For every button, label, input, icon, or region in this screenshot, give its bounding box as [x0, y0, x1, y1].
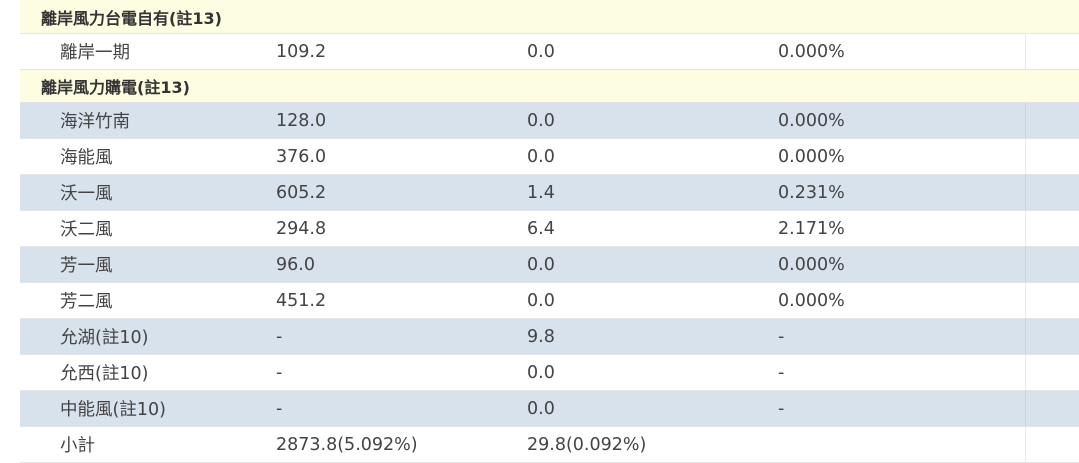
ratio-value: 0.231%	[778, 182, 845, 203]
table-row: 允西(註10) - 0.0 -	[20, 355, 1079, 391]
capacity-value: -	[276, 326, 283, 347]
note-cell	[1025, 175, 1079, 210]
ratio-value: 0.000%	[778, 110, 845, 131]
unit-name: 沃一風	[60, 184, 113, 204]
generation-value: 0.0	[527, 146, 555, 167]
capacity-value: 451.2	[276, 290, 327, 311]
ratio-value: 0.000%	[778, 146, 845, 167]
unit-name: 小計	[60, 436, 95, 456]
unit-name: 海能風	[60, 148, 113, 168]
note-cell	[1025, 247, 1079, 282]
table-row: 小計 2873.8(5.092%) 29.8(0.092%)	[20, 427, 1079, 463]
note-cell	[1025, 319, 1079, 354]
unit-name: 沃二風	[60, 220, 113, 240]
table-row: 允湖(註10) - 9.8 -	[20, 319, 1079, 355]
capacity-value: 96.0	[276, 254, 315, 275]
generation-value: 29.8(0.092%)	[527, 434, 647, 455]
generation-value: 1.4	[527, 182, 555, 203]
table-row: 沃一風 605.2 1.4 0.231%	[20, 175, 1079, 211]
unit-name: 中能風(註10)	[60, 400, 166, 420]
note-cell	[1025, 355, 1079, 390]
section-header: 離岸風力購電(註13)	[20, 70, 1079, 103]
unit-name: 芳一風	[60, 256, 113, 276]
note-cell	[1025, 427, 1079, 462]
table-row: 芳一風 96.0 0.0 0.000%	[20, 247, 1079, 283]
ratio-value: -	[778, 326, 785, 347]
unit-name: 海洋竹南	[60, 112, 130, 132]
ratio-value: 0.000%	[778, 41, 845, 62]
capacity-value: -	[276, 362, 283, 383]
section-title: 離岸風力購電(註13)	[41, 78, 190, 97]
generation-value: 0.0	[527, 290, 555, 311]
capacity-value: 294.8	[276, 218, 327, 239]
ratio-value: 0.000%	[778, 254, 845, 275]
ratio-value: 0.000%	[778, 290, 845, 311]
note-cell	[1025, 139, 1079, 174]
table-row: 海能風 376.0 0.0 0.000%	[20, 139, 1079, 175]
generation-value: 6.4	[527, 218, 555, 239]
table-row: 中能風(註10) - 0.0 -	[20, 391, 1079, 427]
unit-name: 離岸一期	[60, 43, 130, 63]
capacity-value: 2873.8(5.092%)	[276, 434, 418, 455]
note-cell	[1025, 103, 1079, 138]
note-cell	[1025, 211, 1079, 246]
generation-value: 9.8	[527, 326, 555, 347]
capacity-value: 605.2	[276, 182, 327, 203]
unit-name: 允西(註10)	[60, 364, 149, 384]
note-cell	[1025, 34, 1079, 69]
capacity-value: -	[276, 398, 283, 419]
note-cell	[1025, 283, 1079, 318]
table-row: 海洋竹南 128.0 0.0 0.000%	[20, 103, 1079, 139]
ratio-value: 2.171%	[778, 218, 845, 239]
power-generation-table: 離岸風力台電自有(註13) 離岸一期 109.2 0.0 0.000% 離岸風力…	[20, 0, 1079, 463]
generation-value: 0.0	[527, 362, 555, 383]
capacity-value: 128.0	[276, 110, 327, 131]
table-row: 離岸一期 109.2 0.0 0.000%	[20, 34, 1079, 70]
table-row: 沃二風 294.8 6.4 2.171%	[20, 211, 1079, 247]
ratio-value: -	[778, 362, 785, 383]
generation-value: 0.0	[527, 110, 555, 131]
section-header: 離岸風力台電自有(註13)	[20, 0, 1079, 34]
section-rows: 海洋竹南 128.0 0.0 0.000% 海能風 376.0 0.0 0.000% 沃一風 60…	[20, 103, 1079, 463]
capacity-value: 109.2	[276, 41, 327, 62]
capacity-value: 376.0	[276, 146, 327, 167]
generation-value: 0.0	[527, 254, 555, 275]
generation-value: 0.0	[527, 398, 555, 419]
ratio-value: -	[778, 398, 785, 419]
section-title: 離岸風力台電自有(註13)	[41, 8, 222, 28]
generation-value: 0.0	[527, 41, 555, 62]
unit-name: 芳二風	[60, 292, 113, 312]
unit-name: 允湖(註10)	[60, 328, 149, 348]
table-row: 芳二風 451.2 0.0 0.000%	[20, 283, 1079, 319]
note-cell	[1025, 391, 1079, 426]
